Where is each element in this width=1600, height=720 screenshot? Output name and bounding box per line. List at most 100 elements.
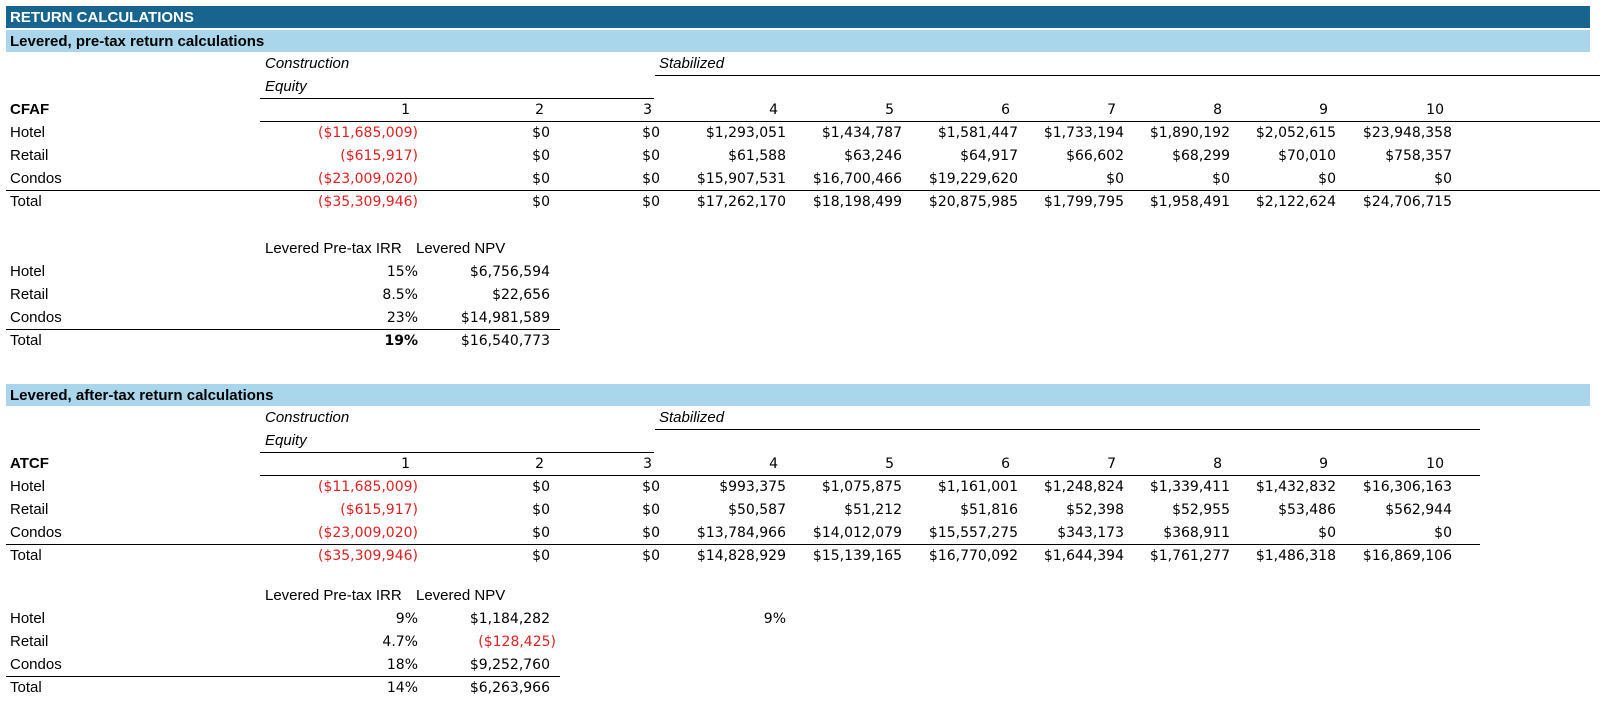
phase-construction: Construction <box>265 409 350 426</box>
row-label-condos: Condos <box>10 170 62 187</box>
year-header: 4 <box>769 456 778 472</box>
cell: $0 <box>642 125 660 141</box>
cell: $1,644,394 <box>1043 548 1124 564</box>
summary-label: Hotel <box>10 610 46 627</box>
section-heading: Levered, pre-tax return calculations <box>6 30 1590 52</box>
cell: $758,357 <box>1385 148 1452 164</box>
cell: $562,944 <box>1385 502 1452 518</box>
cell: $14,012,079 <box>812 525 902 541</box>
cell: $51,212 <box>844 502 902 518</box>
cell: $2,052,615 <box>1255 125 1336 141</box>
year-header: 8 <box>1213 456 1222 472</box>
summary-label: Retail <box>10 286 49 303</box>
cell: $368,911 <box>1163 525 1230 541</box>
irr-value: 18% <box>386 657 418 673</box>
cell: $343,173 <box>1057 525 1124 541</box>
npv-value: $22,656 <box>492 287 550 303</box>
irr-value: 14% <box>386 680 418 696</box>
summary-total-divider <box>6 676 560 677</box>
cell: $18,198,499 <box>812 194 902 210</box>
cell: $66,602 <box>1066 148 1124 164</box>
phase-stabilized: Stabilized <box>659 409 725 426</box>
cell: $23,948,358 <box>1362 125 1452 141</box>
year-header: 2 <box>535 456 544 472</box>
cell: $2,122,624 <box>1255 194 1336 210</box>
cell: $20,875,985 <box>928 194 1018 210</box>
npv-value: $14,981,589 <box>460 310 550 326</box>
cell: $0 <box>1318 525 1336 541</box>
npv-value: $16,540,773 <box>460 333 550 349</box>
cell: $1,293,051 <box>705 125 786 141</box>
cell: $1,161,001 <box>937 479 1018 495</box>
cell: $61,588 <box>728 148 786 164</box>
npv-header: Levered NPV <box>416 587 506 604</box>
cell: $1,075,875 <box>821 479 902 495</box>
cell: ($11,685,009) <box>318 125 418 141</box>
cell: $52,398 <box>1066 502 1124 518</box>
summary-total-divider <box>6 329 560 330</box>
cell: $19,229,620 <box>928 171 1018 187</box>
phase-construction: Construction <box>265 55 350 72</box>
cell: $0 <box>1434 171 1452 187</box>
cell: ($615,917) <box>340 148 418 164</box>
cell: $0 <box>642 479 660 495</box>
cell: $0 <box>642 194 660 210</box>
npv-value: ($128,425) <box>478 634 556 650</box>
row-label-hotel: Hotel <box>10 124 46 141</box>
section-heading: Levered, after-tax return calculations <box>6 384 1590 406</box>
cell: $0 <box>642 148 660 164</box>
cell: $50,587 <box>728 502 786 518</box>
cell: ($11,685,009) <box>318 479 418 495</box>
row-label-total: Total <box>10 547 42 564</box>
year-header: 1 <box>401 102 410 118</box>
npv-value: $6,263,966 <box>469 680 550 696</box>
cell: $1,486,318 <box>1255 548 1336 564</box>
irr-value: 4.7% <box>382 634 418 650</box>
npv-value: $6,756,594 <box>469 264 550 280</box>
cell: $0 <box>532 148 550 164</box>
cell: $0 <box>532 525 550 541</box>
year-header: 9 <box>1319 102 1328 118</box>
cell: $0 <box>1212 171 1230 187</box>
cell: $0 <box>532 194 550 210</box>
cell: $0 <box>532 502 550 518</box>
cell: $0 <box>1318 171 1336 187</box>
cell: $16,306,163 <box>1362 479 1452 495</box>
npv-value: $1,184,282 <box>469 611 550 627</box>
cell: $993,375 <box>719 479 786 495</box>
phase-equity: Equity <box>265 78 307 95</box>
year-header: 1 <box>401 456 410 472</box>
cell: $52,955 <box>1172 502 1230 518</box>
total-divider <box>6 544 1480 545</box>
irr-header: Levered Pre-tax IRR <box>265 240 402 257</box>
construction-divider <box>260 98 654 99</box>
cell: ($23,009,020) <box>318 171 418 187</box>
cell: ($23,009,020) <box>318 525 418 541</box>
cell: $0 <box>1106 171 1124 187</box>
cell: $1,890,192 <box>1149 125 1230 141</box>
header-underline <box>260 475 1480 476</box>
year-header: 3 <box>643 102 652 118</box>
cell: $1,339,411 <box>1149 479 1230 495</box>
cell: $15,907,531 <box>696 171 786 187</box>
year-header: 3 <box>643 456 652 472</box>
irr-value: 15% <box>386 264 418 280</box>
cell: $16,770,092 <box>928 548 1018 564</box>
cell: $53,486 <box>1278 502 1336 518</box>
total-divider <box>6 190 1600 191</box>
cell: $0 <box>532 171 550 187</box>
year-header: 7 <box>1107 456 1116 472</box>
page-title: RETURN CALCULATIONS <box>6 6 1590 28</box>
cell: $15,139,165 <box>812 548 902 564</box>
cell: $1,761,277 <box>1149 548 1230 564</box>
row-label-condos: Condos <box>10 524 62 541</box>
cell: $1,581,447 <box>937 125 1018 141</box>
year-header: 8 <box>1213 102 1222 118</box>
irr-header: Levered Pre-tax IRR <box>265 587 402 604</box>
cell: $64,917 <box>960 148 1018 164</box>
cell: ($35,309,946) <box>318 548 418 564</box>
cell: $70,010 <box>1278 148 1336 164</box>
cell: $0 <box>642 548 660 564</box>
npv-value: $9,252,760 <box>469 657 550 673</box>
cell: $0 <box>1434 525 1452 541</box>
